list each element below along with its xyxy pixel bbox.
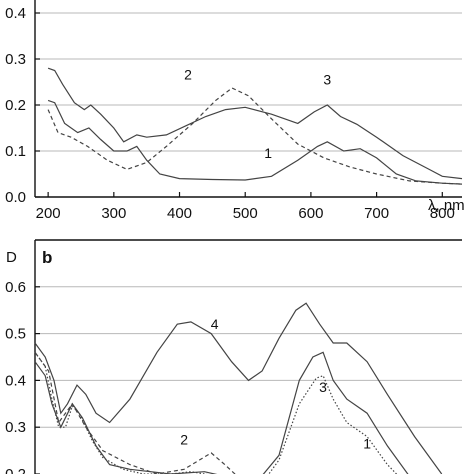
panel-label: b [42,248,52,267]
y-tick-label: 0.3 [5,51,26,68]
x-tick-label: 400 [167,205,192,222]
curve-label: 1 [363,435,371,451]
y-tick-label: 0.6 [5,279,26,296]
y-tick-label: 0.3 [5,419,26,436]
y-tick-label: 0.5 [5,326,26,343]
x-axis-label: λ, nm [428,197,465,214]
x-tick-label: 500 [233,205,258,222]
panel-b-plot: 0.2 0.3 0.4 0.5 0.6 Db 1 2 3 4 [5,239,462,474]
series-line-3 [47,67,463,180]
curve-label: 1 [264,145,272,161]
y-tick-label: 0.2 [5,97,26,114]
y-tick-label: 0.1 [5,143,26,160]
x-tick-label: 700 [364,205,389,222]
x-tick-label: 800 [430,205,455,222]
series-line-1 [47,99,463,185]
x-tick-label: 600 [298,205,323,222]
y-tick-label: 0.4 [5,5,26,22]
series-line-1 [34,351,398,474]
curve-label: 2 [184,67,192,83]
series-line-2 [34,351,236,474]
series-line-4 [34,302,443,474]
curve-label: 3 [323,71,331,87]
y-tick-label: 0.0 [5,189,26,206]
x-tick-label: 300 [101,205,126,222]
curve-label: 4 [211,316,219,332]
curve-label: 3 [319,379,327,395]
series-line-3 [34,351,409,474]
y-tick-label: 0.4 [5,372,26,389]
x-tick-label: 200 [36,205,61,222]
y-axis-label: D [6,249,17,266]
y-tick-label: 0.2 [5,466,26,474]
curve-label: 2 [180,432,188,448]
series-line-2 [47,87,463,185]
